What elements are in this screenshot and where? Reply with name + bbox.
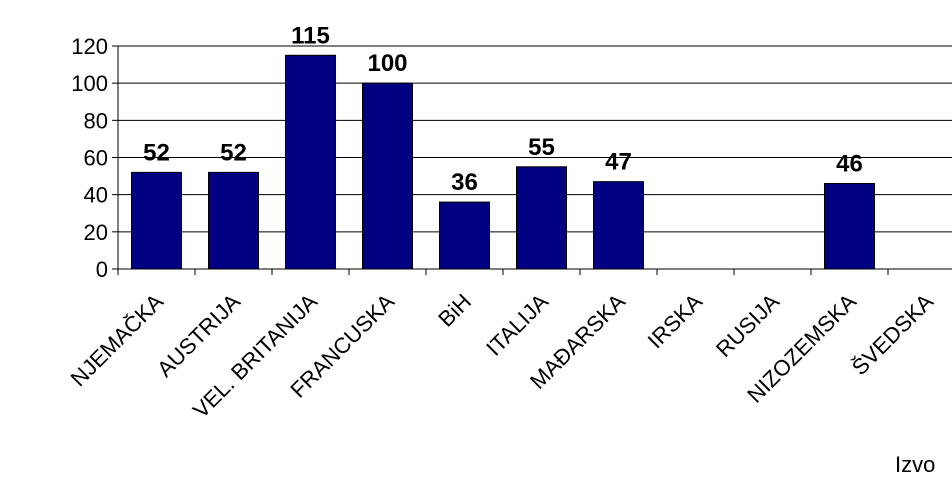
x-tick-label: BiH [433, 289, 476, 332]
bar [285, 54, 336, 270]
y-tick-label: 100 [71, 71, 108, 96]
bar [439, 201, 490, 270]
x-tick-label: ŠVEDSKA [847, 289, 938, 380]
bar [593, 181, 644, 270]
bar [362, 82, 413, 270]
y-tick-label: 60 [84, 146, 108, 171]
annotation: Izvo [895, 452, 935, 477]
x-tick-label: RUSIJA [711, 289, 784, 362]
data-label: 115 [291, 22, 330, 49]
data-label: 52 [143, 139, 170, 166]
x-tick-label: IRSKA [643, 289, 708, 354]
data-label: 100 [367, 50, 407, 77]
x-tick-label: NJEMAČKA [66, 289, 169, 392]
data-label: 36 [451, 169, 478, 196]
bar [208, 171, 259, 270]
data-label: 52 [220, 139, 247, 166]
data-label: 55 [528, 134, 555, 161]
y-tick-label: 120 [71, 34, 108, 59]
data-label: 47 [605, 149, 632, 176]
y-tick-label: 0 [96, 257, 108, 282]
y-tick-label: 40 [84, 183, 108, 208]
bar [516, 166, 567, 270]
y-tick-label: 80 [84, 108, 108, 133]
data-label: 46 [836, 151, 863, 178]
bar [131, 171, 182, 270]
x-tick-label: ITALIJA [481, 289, 553, 361]
bar [824, 183, 875, 270]
y-tick-label: 20 [84, 220, 108, 245]
